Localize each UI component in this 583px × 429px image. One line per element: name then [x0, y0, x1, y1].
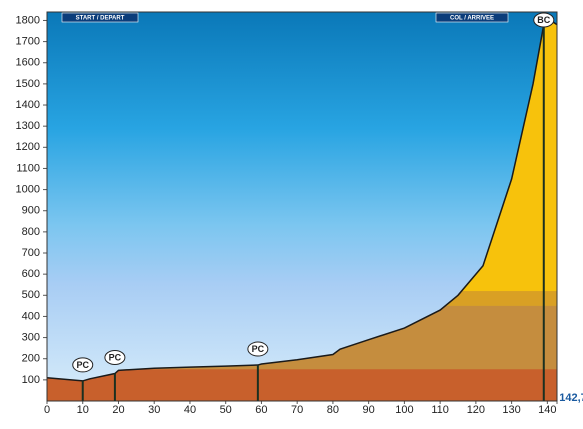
- elevation-layer: [47, 369, 557, 401]
- marker-label: PC: [109, 352, 122, 362]
- y-tick-label: 300: [22, 331, 40, 343]
- x-tick-label: 30: [148, 404, 160, 416]
- y-tick-label: 700: [22, 247, 40, 259]
- y-tick-label: 200: [22, 353, 40, 365]
- y-tick-label: 1100: [16, 162, 40, 174]
- y-tick-label: 1200: [16, 141, 40, 153]
- x-tick-label: 40: [184, 404, 196, 416]
- y-tick-label: 600: [22, 268, 40, 280]
- y-tick-label: 1300: [16, 120, 40, 132]
- y-tick-label: 900: [22, 205, 40, 217]
- start-label: START / DEPART: [76, 16, 125, 22]
- x-tick-label: 50: [220, 404, 232, 416]
- marker-label: PC: [252, 344, 265, 354]
- x-tick-label: 90: [363, 404, 375, 416]
- x-tick-label: 10: [77, 404, 89, 416]
- x-tick-label: 120: [467, 404, 485, 416]
- y-tick-label: 400: [22, 310, 40, 322]
- x-tick-label: 100: [395, 404, 413, 416]
- y-tick-label: 1700: [16, 36, 40, 48]
- y-tick-label: 100: [22, 374, 40, 386]
- finish-label: COL / ARRIVEE: [450, 16, 494, 22]
- y-tick-label: 500: [22, 289, 40, 301]
- y-tick-label: 1500: [16, 78, 40, 90]
- y-tick-label: 1000: [16, 183, 40, 195]
- x-tick-label: 80: [327, 404, 339, 416]
- marker-label: BC: [537, 15, 550, 25]
- chart: 1002003004005006007008009001000110012001…: [0, 0, 583, 429]
- x-tick-label: 110: [431, 404, 449, 416]
- x-tick-label: 60: [255, 404, 267, 416]
- x-tick-label: 130: [502, 404, 520, 416]
- y-tick-label: 1400: [16, 99, 40, 111]
- y-tick-label: 1800: [16, 14, 40, 26]
- y-tick-label: 1600: [16, 57, 40, 69]
- x-tick-label: 70: [291, 404, 303, 416]
- x-tick-label: 20: [112, 404, 124, 416]
- x-tick-label: 0: [44, 404, 50, 416]
- y-tick-label: 800: [22, 226, 40, 238]
- marker-label: PC: [76, 360, 89, 370]
- x-tick-label: 142,7: [559, 392, 583, 404]
- x-tick-label: 140: [538, 404, 556, 416]
